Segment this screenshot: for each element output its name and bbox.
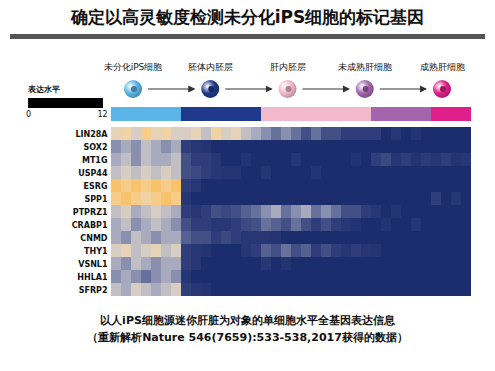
svg-text:SOX2: SOX2	[83, 143, 107, 152]
svg-text:HHLA1: HHLA1	[77, 273, 108, 282]
svg-text:CNMD: CNMD	[80, 234, 108, 243]
svg-text:VSNL1: VSNL1	[78, 260, 108, 269]
svg-text:THY1: THY1	[84, 247, 108, 256]
svg-text:肝内胚层: 肝内胚层	[270, 62, 306, 72]
svg-text:USP44: USP44	[78, 169, 108, 178]
html-text:确定以高灵敏度检测未分化iPS细胞的标记基因: 确定以高灵敏度检测未分化iPS细胞的标记基因	[70, 7, 425, 27]
svg-text:12: 12	[97, 110, 107, 119]
svg-text:胚体内胚层: 胚体内胚层	[188, 62, 233, 72]
html-text:以人iPS细胞源迷你肝脏为对象的单细胞水平全基因表达信息: 以人iPS细胞源迷你肝脏为对象的单细胞水平全基因表达信息	[100, 314, 395, 327]
svg-text:0: 0	[26, 110, 31, 119]
svg-text:成熟肝细胞: 成熟肝细胞	[420, 62, 465, 72]
svg-text:未成熟肝细胞: 未成熟肝细胞	[338, 62, 392, 72]
svg-text:表达水平: 表达水平	[27, 85, 60, 94]
svg-text:PTPRZ1: PTPRZ1	[73, 208, 108, 217]
svg-text:MT1G: MT1G	[82, 156, 108, 165]
svg-text:CRABP1: CRABP1	[72, 221, 108, 230]
svg-text:ESRG: ESRG	[84, 182, 108, 191]
svg-text:SPP1: SPP1	[84, 195, 107, 204]
svg-text:SFRP2: SFRP2	[79, 286, 108, 295]
html-text:（重新解析Nature 546(7659):533-538,: （重新解析Nature 546(7659):533-538,2017获得的数据）	[87, 331, 408, 344]
svg-text:LIN28A: LIN28A	[75, 130, 108, 139]
svg-text:未分化iPS细胞: 未分化iPS细胞	[104, 62, 163, 72]
